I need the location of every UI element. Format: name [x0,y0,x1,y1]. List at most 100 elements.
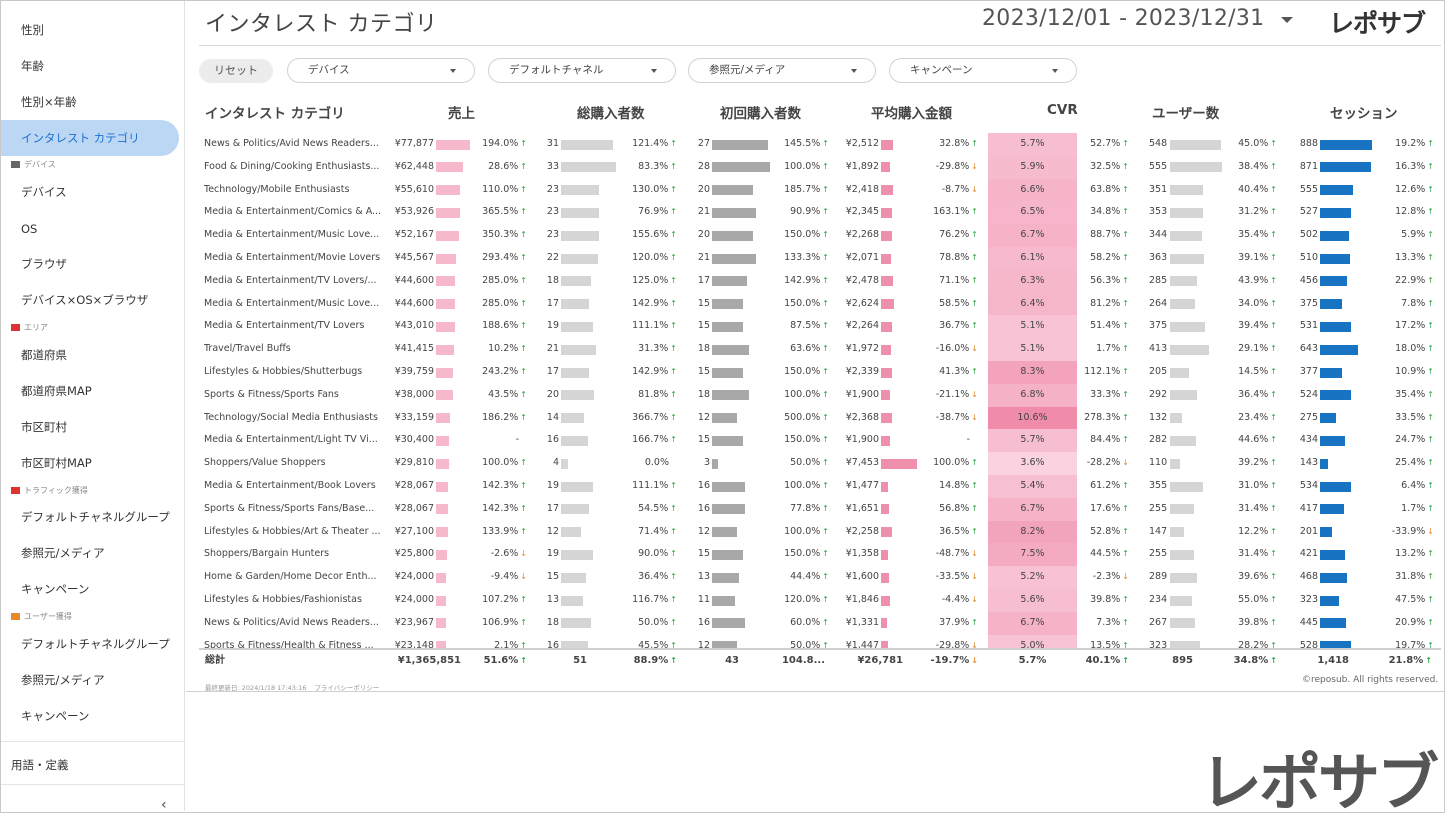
total-sessions: 1,418 [1317,655,1349,666]
table-row[interactable]: Media & Entertainment/Comics & A... ¥53,9… [199,201,1441,225]
sidebar-section-label: ユーザー獲得 [24,612,72,621]
table-row[interactable]: Media & Entertainment/TV Lovers ¥43,010 18… [199,315,1441,339]
table-row[interactable]: Shoppers/Bargain Hunters ¥25,800 -2.6% ↓ 19 9… [199,543,1441,567]
channel-filter[interactable]: デフォルトチャネル [488,58,676,83]
table-row[interactable]: Lifestyles & Hobbies/Art & Theater ... ¥2… [199,520,1441,544]
first-purchasers-change: 120.0% ↑ [784,594,829,605]
arrow-up-icon: ↑ [1270,617,1277,627]
table-row[interactable]: News & Politics/Avid News Readers... ¥77,… [199,133,1441,156]
cvr-change: 58.2% ↑ [1090,252,1129,263]
table-row[interactable]: Sports & Fitness/Sports Fans ¥38,000 43.5%… [199,383,1441,407]
table-row[interactable]: Technology/Mobile Enthusiasts ¥55,610 110.… [199,178,1441,202]
first-purchasers-bar [712,504,746,515]
sidebar-item[interactable]: デフォルトチャネルグループ [21,510,170,524]
source-medium-filter[interactable]: 参照元/メディア [688,58,876,83]
table-row[interactable]: Media & Entertainment/Movie Lovers ¥45,56… [199,247,1441,270]
table-row[interactable]: Travel/Travel Buffs ¥41,415 10.2% ↑ 21 31.3% ↑… [199,338,1441,361]
table-row[interactable]: Sports & Fitness/Health & Fitness ... ¥23… [199,634,1441,648]
sessions-bar [1320,207,1351,218]
sidebar-item[interactable]: キャンペーン [21,709,90,723]
users-change: 12.2% ↑ [1238,525,1277,537]
table-row[interactable]: News & Politics/Avid News Readers... ¥23,… [199,611,1441,635]
last-updated: 最終更新日: 2024/1/18 17:43:16 [205,684,307,692]
cvr-value: 6.8% [1020,388,1045,400]
table-row[interactable]: Media & Entertainment/Light TV Vi... ¥30,… [199,429,1441,453]
total-purchasers-change: 111.1% ↑ [632,320,677,332]
arrow-up-icon: ↑ [822,572,829,582]
header-divider [199,45,1441,46]
table-row[interactable]: Media & Entertainment/Book Lovers ¥28,067… [199,475,1441,498]
device-filter[interactable]: デバイス [287,58,475,83]
first-purchasers-bar [712,641,737,648]
sidebar-item[interactable]: 市区町村MAP [21,456,92,470]
sidebar-item[interactable]: デバイス×OS×ブラウザ [21,293,149,307]
sidebar-item[interactable]: OS [21,222,38,236]
sessions-bar [1320,549,1345,560]
arrow-up-icon: ↑ [670,344,677,354]
table-row[interactable]: Technology/Social Media Enthusiasts ¥33,1… [199,406,1441,430]
table-row[interactable]: Sports & Fitness/Sports Fans/Base... ¥28,… [199,497,1441,521]
sessions-change: -33.9% ↓ [1391,525,1434,537]
sidebar-section-header: ユーザー獲得 [11,611,72,623]
campaign-filter[interactable]: キャンペーン [889,58,1077,83]
sidebar-item[interactable]: キャンペーン [21,582,90,596]
privacy-policy-link[interactable]: プライバシーポリシー [314,684,380,692]
arrow-up-icon: ↑ [822,321,829,331]
column-header-sessions[interactable]: セッション [1330,106,1398,122]
avg-purchase-change: 36.5% ↑ [939,525,978,537]
total-users-change: 34.8% ↑ [1233,655,1277,666]
column-header-avg-purchase[interactable]: 平均購入金額 [871,106,952,122]
sessions-value: 417 [1299,502,1318,514]
column-header-revenue[interactable]: 売上 [448,106,475,122]
date-range-picker[interactable]: 2023/12/01 - 2023/12/31 [982,6,1265,31]
table-row[interactable]: Media & Entertainment/TV Lovers/... ¥44,6… [199,269,1441,293]
reset-button[interactable]: リセット [199,59,273,83]
sidebar-item[interactable]: 年齢 [21,59,44,73]
cvr-value: 5.1% [1020,320,1045,332]
avg-purchase-value: ¥2,418 [845,183,879,195]
sidebar-section-label: エリア [24,323,48,332]
sidebar-item[interactable]: 市区町村 [21,420,67,434]
column-header-category[interactable]: インタレスト カテゴリ [205,106,345,122]
sidebar-item[interactable]: インタレスト カテゴリ [1,120,179,156]
caret-down-icon [651,69,657,73]
sidebar-item[interactable]: ブラウザ [21,257,67,271]
caret-down-icon[interactable] [1281,17,1293,23]
column-header-first-purchasers[interactable]: 初回購入者数 [720,106,801,122]
table-row[interactable]: Media & Entertainment/Music Love... ¥52,1… [199,224,1441,247]
sidebar-item-glossary[interactable]: 用語・定義 [11,758,69,772]
column-header-cvr[interactable]: CVR [1047,102,1078,118]
table-row[interactable]: Lifestyles & Hobbies/Fashionistas ¥24,000… [199,589,1441,612]
arrow-up-icon: ↑ [520,503,527,513]
users-change: 23.4% ↑ [1238,411,1277,423]
table-row[interactable]: Lifestyles & Hobbies/Shutterbugs ¥39,759 2… [199,361,1441,384]
cvr-change: 7.3% ↑ [1096,616,1129,628]
total-purchasers-value: 18 [546,616,559,628]
data-table-body[interactable]: News & Politics/Avid News Readers... ¥77,… [199,133,1441,648]
sidebar-item[interactable]: デバイス [21,185,67,199]
column-header-users[interactable]: ユーザー数 [1152,106,1220,122]
table-row[interactable]: Home & Garden/Home Decor Enth... ¥24,000 -… [199,566,1441,589]
total-purchasers-value: 19 [546,548,559,560]
users-bar [1170,390,1198,401]
sessions-change: 6.4% ↑ [1401,480,1434,491]
sessions-bar [1320,572,1348,583]
sidebar-item[interactable]: 性別×年齢 [21,95,77,109]
total-purchasers-value: 21 [546,343,559,355]
cvr-value: 6.3% [1020,274,1045,286]
total-purchasers-value: 15 [546,571,559,583]
sidebar-item[interactable]: 参照元/メディア [21,546,105,560]
table-row[interactable]: Food & Dining/Cooking Enthusiasts... ¥62,… [199,155,1441,179]
table-row[interactable]: Shoppers/Value Shoppers ¥29,810 100.0% ↑ 4 0.… [199,452,1441,475]
arrow-up-icon: ↑ [520,481,527,490]
sidebar-item[interactable]: デフォルトチャネルグループ [21,637,170,651]
sidebar-item[interactable]: 性別 [21,23,44,37]
revenue-change: -9.4% ↓ [490,571,527,583]
chevron-left-icon[interactable]: ‹ [161,797,167,813]
column-header-total-purchasers[interactable]: 総購入者数 [577,106,645,122]
table-row[interactable]: Media & Entertainment/Music Love... ¥44,6… [199,292,1441,316]
sidebar-item[interactable]: 都道府県MAP [21,384,92,398]
arrow-up-icon: ↑ [670,412,677,422]
sidebar-item[interactable]: 都道府県 [21,348,67,362]
sidebar-item[interactable]: 参照元/メディア [21,673,105,687]
